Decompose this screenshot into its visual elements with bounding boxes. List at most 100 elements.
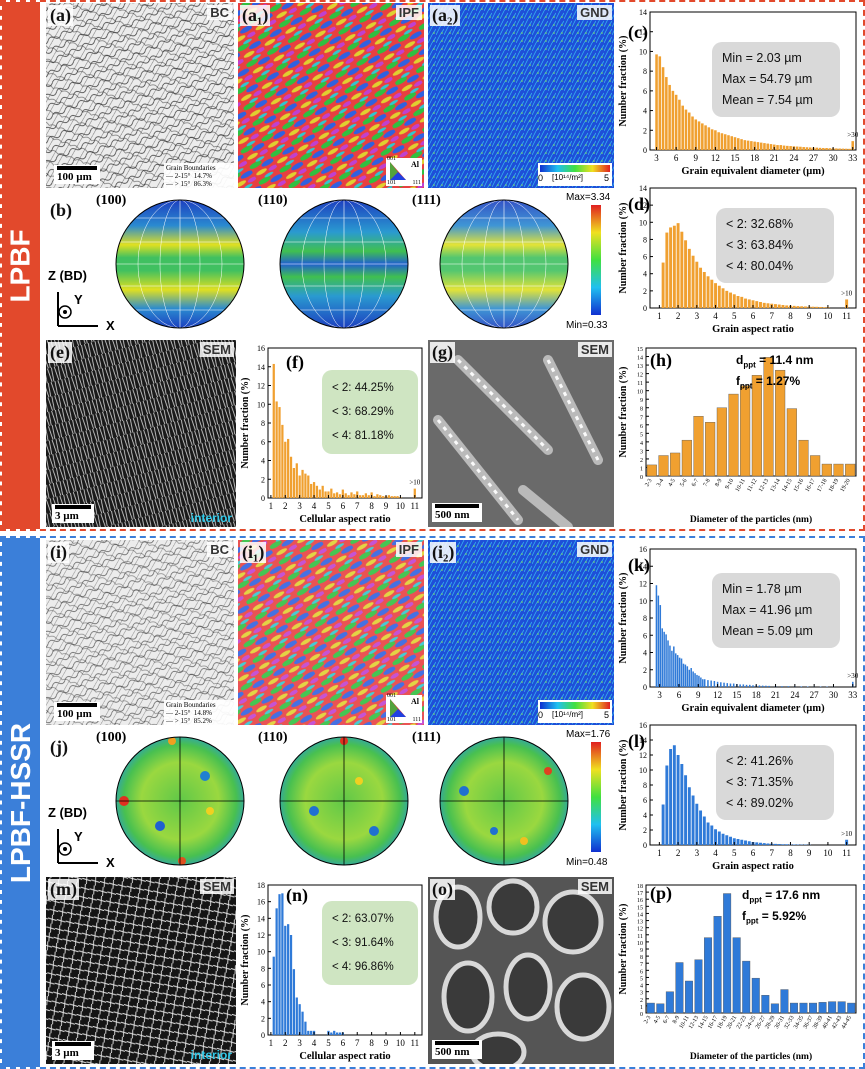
bar <box>796 306 800 308</box>
bar <box>844 148 848 150</box>
y-tick-label: 1 <box>640 1005 643 1011</box>
bar <box>703 679 706 687</box>
bar <box>713 916 722 1014</box>
bar <box>307 475 310 498</box>
bar <box>691 795 695 845</box>
x-tick-label: 7 <box>355 501 360 511</box>
bar <box>661 628 663 687</box>
pole-figures-hssr <box>115 736 569 866</box>
bar <box>779 145 783 150</box>
bar <box>413 488 416 498</box>
bar <box>710 129 714 150</box>
bar <box>776 145 779 150</box>
x-tick-label: 3 <box>695 311 700 321</box>
x-tick-label: 9 <box>807 311 812 321</box>
bc-map-texture <box>46 3 234 188</box>
x-tick-label: 3-4 <box>656 478 665 488</box>
x-tick-label: 2 <box>283 1038 288 1048</box>
chart-k: 0 2 4 6 8 10 12 14 16 Number fraction (%) 3 6 9 12 15 1… <box>616 541 862 723</box>
chart-p: 0 1 2 3 4 5 6 7 8 9 10 11 12 13 14 15 16 17 18 Number fract… <box>616 877 862 1064</box>
bar <box>701 123 704 150</box>
sem-interior-lpbf: (e) SEM 3 µm interior <box>46 340 236 527</box>
bar <box>851 141 855 150</box>
x-tick-label: 11 <box>410 501 419 511</box>
y-axis-label: Number fraction (%) <box>618 203 629 294</box>
y-tick-label: 6 <box>643 631 647 640</box>
x-axis-label: Grain equivalent diameter (µm) <box>681 166 825 177</box>
x-tick-label: 11 <box>842 311 851 321</box>
interior-label: interior <box>190 1048 232 1062</box>
bar <box>751 977 760 1014</box>
bar <box>697 121 701 150</box>
y-tick-label: 9 <box>640 948 643 954</box>
bar <box>732 937 741 1014</box>
bar <box>335 492 339 498</box>
bar <box>344 493 347 498</box>
bar <box>710 825 714 845</box>
bar <box>699 267 703 308</box>
bar <box>755 301 759 308</box>
bar <box>755 842 759 845</box>
bar <box>702 679 704 687</box>
bar <box>746 140 750 150</box>
bar <box>786 145 789 150</box>
bar <box>761 685 764 687</box>
bar <box>390 496 393 498</box>
axes-indicator-hssr: Z (BD) Y X <box>48 805 115 870</box>
bar <box>658 455 669 477</box>
bar <box>655 54 658 151</box>
bar <box>672 225 676 308</box>
bar <box>665 634 667 687</box>
x-tick-label: 18 <box>750 153 760 163</box>
x-tick-label: 2-3 <box>644 478 653 488</box>
x-tick-label: 3 <box>297 1038 302 1048</box>
bar <box>710 279 714 308</box>
x-tick-label: 9 <box>384 501 389 511</box>
bar <box>781 686 783 687</box>
bar <box>770 1003 779 1014</box>
y-tick-label: 12 <box>637 927 643 933</box>
x-tick-label: 11-12 <box>746 478 758 493</box>
bar <box>684 109 688 150</box>
y-tick-label: 2 <box>261 1014 265 1023</box>
bar <box>669 645 671 687</box>
panel-tag: (f) <box>286 352 304 373</box>
y-tick-label: 10 <box>637 390 643 396</box>
bar <box>716 407 727 477</box>
chart-f: 0 2 4 6 8 10 12 14 16 Number fraction (%) 1 2 3 4 5 6 7 8… <box>238 340 428 527</box>
panel-tag: (h) <box>650 350 672 371</box>
bar <box>665 77 668 150</box>
bar <box>702 816 706 845</box>
x-tick-label: 5 <box>732 848 737 858</box>
bar <box>802 147 805 150</box>
bar <box>373 496 376 498</box>
x-tick-label: 15-16 <box>793 478 805 493</box>
x-axis-label: Cellular aspect ratio <box>299 514 390 525</box>
x-tick-label: 5-6 <box>679 478 688 488</box>
bar <box>657 595 660 687</box>
bar <box>396 496 399 498</box>
y-tick-label: 16 <box>257 344 265 353</box>
bar <box>759 842 762 845</box>
plot-frame <box>267 884 423 1036</box>
y-tick-label: 15 <box>637 905 643 911</box>
bar <box>809 1002 818 1014</box>
bar <box>656 1003 665 1014</box>
bar <box>815 147 819 150</box>
bar <box>330 1032 333 1035</box>
y-tick-label: 16 <box>639 721 647 730</box>
y-tick-label: 15 <box>637 347 643 353</box>
hssr-section <box>0 536 865 1069</box>
bar <box>729 836 732 845</box>
gnd-map-texture <box>428 540 614 725</box>
bar <box>769 144 773 150</box>
y-tick-label: 14 <box>257 363 265 372</box>
x-tick-label: 24 <box>790 690 800 700</box>
bar <box>759 302 762 308</box>
bar <box>353 494 356 498</box>
y-tick-label: 14 <box>639 736 647 745</box>
bar <box>792 305 796 308</box>
